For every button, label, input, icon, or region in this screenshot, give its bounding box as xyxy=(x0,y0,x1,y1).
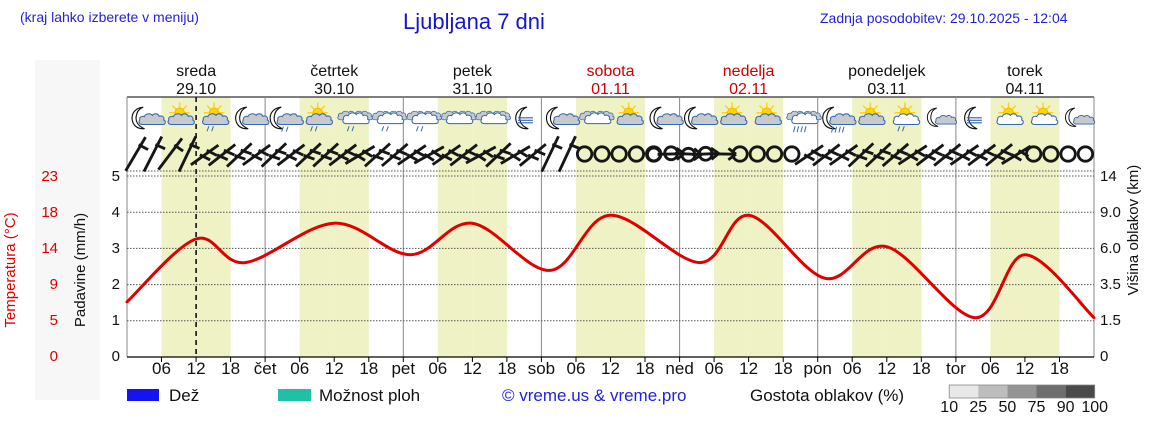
svg-text:3: 3 xyxy=(112,240,120,257)
svg-text:tor: tor xyxy=(946,359,966,378)
svg-text:četrtek: četrtek xyxy=(310,63,359,80)
svg-text:50: 50 xyxy=(999,399,1017,416)
svg-text:Padavine (mm/h): Padavine (mm/h) xyxy=(72,213,89,327)
svg-text:ponedeljek: ponedeljek xyxy=(848,63,926,80)
svg-text:12: 12 xyxy=(187,359,206,378)
svg-text:1: 1 xyxy=(112,312,120,329)
svg-text:sobota: sobota xyxy=(586,63,634,80)
svg-text:9: 9 xyxy=(50,276,58,293)
svg-text:06: 06 xyxy=(290,359,309,378)
svg-text:petek: petek xyxy=(453,63,493,80)
svg-text:nedelja: nedelja xyxy=(723,63,775,80)
svg-text:100: 100 xyxy=(1081,399,1108,416)
svg-text:04.11: 04.11 xyxy=(1005,81,1044,98)
svg-text:18: 18 xyxy=(912,359,931,378)
svg-text:Možnost ploh: Možnost ploh xyxy=(319,386,420,405)
svg-text:1.5: 1.5 xyxy=(1100,312,1121,329)
svg-text:sreda: sreda xyxy=(176,63,216,80)
svg-text:Temperatura (°C): Temperatura (°C) xyxy=(2,212,19,327)
svg-text:6.0: 6.0 xyxy=(1100,240,1121,257)
svg-text:5: 5 xyxy=(50,312,58,329)
svg-text:75: 75 xyxy=(1028,399,1046,416)
svg-text:14: 14 xyxy=(41,240,58,257)
svg-text:4: 4 xyxy=(112,204,120,221)
svg-text:Dež: Dež xyxy=(169,386,199,405)
svg-text:2: 2 xyxy=(112,276,120,293)
svg-text:0: 0 xyxy=(112,348,120,365)
svg-text:90: 90 xyxy=(1057,399,1075,416)
svg-text:pon: pon xyxy=(804,359,832,378)
svg-text:9.0: 9.0 xyxy=(1100,204,1121,221)
svg-text:06: 06 xyxy=(152,359,171,378)
svg-text:pet: pet xyxy=(391,359,415,378)
svg-text:5: 5 xyxy=(112,168,120,185)
svg-text:18: 18 xyxy=(359,359,378,378)
svg-text:18: 18 xyxy=(1050,359,1069,378)
svg-text:25: 25 xyxy=(969,399,987,416)
svg-text:10: 10 xyxy=(940,399,958,416)
svg-text:06: 06 xyxy=(428,359,447,378)
svg-text:torek: torek xyxy=(1007,63,1044,80)
svg-text:0: 0 xyxy=(50,348,58,365)
svg-text:12: 12 xyxy=(325,359,344,378)
svg-text:14: 14 xyxy=(1100,168,1117,185)
svg-text:3.5: 3.5 xyxy=(1100,276,1121,293)
svg-text:02.11: 02.11 xyxy=(729,81,768,98)
svg-text:© vreme.us & vreme.pro: © vreme.us & vreme.pro xyxy=(502,386,686,405)
svg-text:31.10: 31.10 xyxy=(452,81,492,98)
svg-text:23: 23 xyxy=(41,168,58,185)
svg-text:06: 06 xyxy=(705,359,724,378)
svg-text:18: 18 xyxy=(497,359,516,378)
svg-text:Gostota oblakov (%): Gostota oblakov (%) xyxy=(750,386,904,405)
svg-text:30.10: 30.10 xyxy=(314,81,354,98)
svg-text:18: 18 xyxy=(221,359,240,378)
svg-text:0: 0 xyxy=(1100,348,1108,365)
svg-text:12: 12 xyxy=(601,359,620,378)
svg-text:ned: ned xyxy=(665,359,693,378)
svg-text:12: 12 xyxy=(463,359,482,378)
svg-text:03.11: 03.11 xyxy=(867,81,906,98)
svg-text:06: 06 xyxy=(843,359,862,378)
svg-text:01.11: 01.11 xyxy=(591,81,630,98)
svg-text:12: 12 xyxy=(877,359,896,378)
svg-text:06: 06 xyxy=(567,359,586,378)
svg-text:12: 12 xyxy=(1015,359,1034,378)
svg-text:18: 18 xyxy=(636,359,655,378)
svg-text:Višina oblakov (km): Višina oblakov (km) xyxy=(1125,165,1142,296)
svg-text:18: 18 xyxy=(41,204,58,221)
svg-text:čet: čet xyxy=(254,359,277,378)
svg-text:18: 18 xyxy=(774,359,793,378)
svg-text:29.10: 29.10 xyxy=(176,81,216,98)
svg-text:06: 06 xyxy=(981,359,1000,378)
svg-text:12: 12 xyxy=(739,359,758,378)
svg-text:sob: sob xyxy=(528,359,555,378)
